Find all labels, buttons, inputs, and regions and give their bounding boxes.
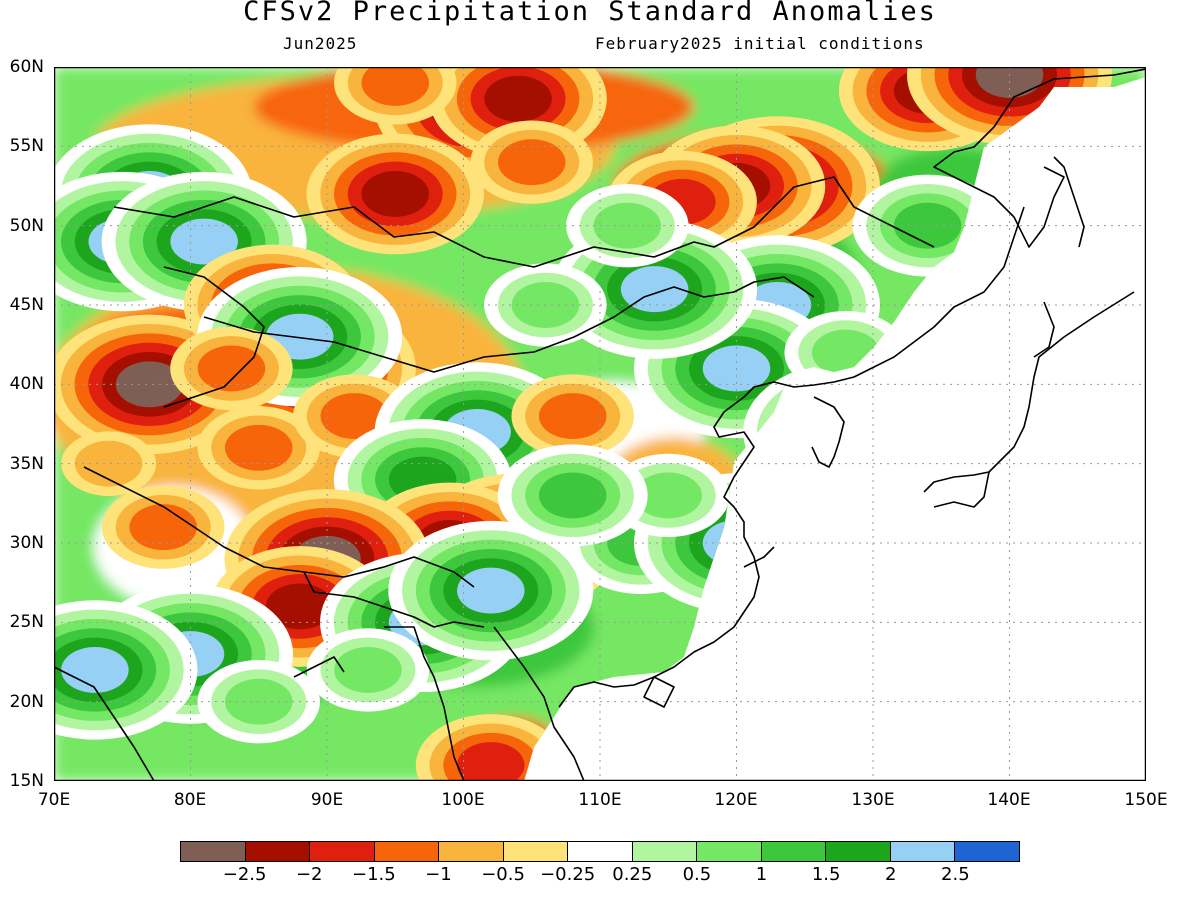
lat-label: 45N (9, 295, 44, 315)
lon-label: 90E (310, 790, 344, 810)
anomaly-contour (170, 218, 238, 265)
lat-label: 55N (9, 136, 44, 156)
lon-label: 120E (714, 790, 758, 810)
anomaly-contour (361, 67, 429, 106)
anomaly-blob (197, 406, 320, 490)
anomaly-blob (170, 326, 293, 411)
colorbar-label: −0.5 (481, 864, 525, 885)
anomaly-blob (306, 628, 430, 712)
anomaly-blob (566, 184, 689, 268)
colorbar-label: −1 (425, 864, 452, 885)
colorbar-label: −2.5 (222, 864, 267, 885)
lat-label: 35N (9, 454, 44, 474)
lat-label: 50N (9, 216, 44, 236)
country-borders (54, 176, 935, 781)
lat-label: 30N (9, 533, 44, 553)
anomaly-contour (197, 345, 266, 392)
anomaly-contour (457, 742, 525, 781)
lon-label: 80E (173, 790, 207, 810)
lon-label: 100E (441, 790, 485, 810)
colorbar-swatch (826, 842, 891, 861)
lon-label: 150E (1124, 790, 1168, 810)
anomaly-blob (497, 444, 648, 547)
colorbar-label: 1.5 (811, 864, 841, 885)
lon-label: 110E (578, 790, 622, 810)
lon-label: 70E (37, 790, 71, 810)
colorbar-swatch (632, 842, 698, 861)
lon-label: 130E (851, 790, 895, 810)
lat-label: 15N (9, 771, 44, 791)
lat-label: 60N (9, 57, 44, 77)
colorbar-swatch (761, 842, 827, 861)
lat-label: 20N (9, 692, 44, 712)
anomaly-blob (511, 374, 634, 458)
lat-label: 25N (9, 612, 44, 632)
anomaly-contour (593, 202, 662, 249)
anomaly-blob (415, 714, 566, 781)
lat-label: 40N (9, 374, 44, 394)
colorbar-label: −0.25 (540, 864, 596, 885)
colorbar-swatch (503, 842, 569, 861)
anomaly-blob (470, 120, 593, 204)
colorbar-label: 2.5 (941, 864, 970, 885)
anomaly-contour (74, 440, 143, 487)
anomaly-blob (54, 600, 198, 740)
colorbar-label: 1 (755, 864, 768, 885)
colorbar-swatch (374, 842, 440, 861)
anomaly-contour (265, 583, 334, 630)
anomaly-contour (61, 646, 129, 693)
colorbar-swatch (955, 842, 1019, 861)
anomaly-contour (484, 75, 552, 122)
anomaly-blob (61, 431, 157, 496)
map-title: CFSv2 Precipitation Standard Anomalies (243, 0, 937, 27)
anomaly-contour (634, 472, 702, 519)
anomaly-contour (334, 646, 402, 693)
colorbar-label: 0.25 (612, 864, 653, 885)
colorbar-swatch (890, 842, 956, 861)
anomaly-contour (457, 567, 525, 614)
colorbar-swatch (245, 842, 311, 861)
colorbar-swatch (181, 842, 246, 861)
anomaly-contour (538, 393, 607, 440)
anomaly-contour (361, 170, 429, 217)
anomaly-blob (101, 485, 225, 569)
lat-lon-grid (54, 67, 1146, 781)
colorbar-label: −1.5 (351, 864, 396, 885)
anomaly-contour (320, 393, 389, 440)
colorbar-swatch (439, 842, 504, 861)
anomaly-contour (129, 504, 197, 551)
lon-label: 140E (987, 790, 1031, 810)
initial-conditions: February2025 initial conditions (595, 34, 925, 53)
anomaly-contour (498, 139, 566, 186)
colorbar-label: 0.5 (682, 864, 712, 885)
colorbar (180, 841, 1020, 862)
colorbar-label: −2 (295, 864, 323, 885)
anomaly-contour (115, 361, 184, 408)
colorbar-label: 2 (885, 864, 897, 885)
anomaly-blob (334, 67, 457, 125)
colorbar-swatch (310, 842, 375, 861)
colorbar-swatch (697, 842, 762, 861)
coastline (558, 68, 1146, 708)
anomaly-contour (538, 472, 607, 519)
anomaly-blob (388, 520, 594, 661)
forecast-month: Jun2025 (283, 34, 358, 53)
anomaly-contour (893, 202, 962, 249)
anomaly-map (54, 67, 1146, 781)
anomaly-contour (225, 424, 293, 471)
colorbar-swatch (568, 842, 633, 861)
